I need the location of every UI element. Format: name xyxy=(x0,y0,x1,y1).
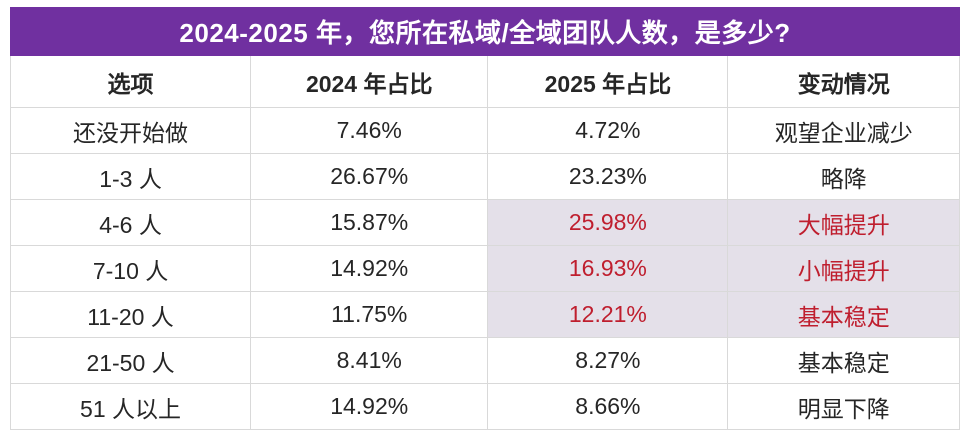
cell-2025-share: 23.23% xyxy=(487,153,729,200)
header-option: 选项 xyxy=(9,56,252,108)
cell-change: 略降 xyxy=(727,153,960,200)
cell-2025-share: 4.72% xyxy=(487,107,729,154)
cell-2025-share: 25.98% xyxy=(487,199,729,246)
header-row: 选项 2024 年占比 2025 年占比 变动情况 xyxy=(9,56,960,108)
table-row: 7-10 人 14.92% 16.93% 小幅提升 xyxy=(9,245,960,292)
cell-2025-share: 8.66% xyxy=(487,383,729,430)
cell-change: 观望企业减少 xyxy=(727,107,960,154)
table-row: 还没开始做 7.46% 4.72% 观望企业减少 xyxy=(9,107,960,154)
survey-table: 选项 2024 年占比 2025 年占比 变动情况 还没开始做 7.46% 4.… xyxy=(9,56,960,430)
cell-2024-share: 14.92% xyxy=(250,383,489,430)
cell-option: 51 人以上 xyxy=(9,383,252,430)
table-title-bar: 2024-2025 年，您所在私域/全域团队人数，是多少? xyxy=(10,7,960,56)
table-row: 1-3 人 26.67% 23.23% 略降 xyxy=(9,153,960,200)
cell-2025-share: 16.93% xyxy=(487,245,729,292)
cell-option: 21-50 人 xyxy=(9,337,252,384)
cell-change: 小幅提升 xyxy=(727,245,960,292)
table-row: 11-20 人 11.75% 12.21% 基本稳定 xyxy=(9,291,960,338)
cell-change: 大幅提升 xyxy=(727,199,960,246)
cell-2024-share: 15.87% xyxy=(250,199,489,246)
cell-2024-share: 14.92% xyxy=(250,245,489,292)
cell-option: 1-3 人 xyxy=(9,153,252,200)
cell-2024-share: 11.75% xyxy=(250,291,489,338)
cell-option: 4-6 人 xyxy=(9,199,252,246)
cell-2025-share: 12.21% xyxy=(487,291,729,338)
table-row: 51 人以上 14.92% 8.66% 明显下降 xyxy=(9,383,960,430)
header-2024-share: 2024 年占比 xyxy=(250,56,489,108)
header-2025-share: 2025 年占比 xyxy=(487,56,729,108)
cell-option: 还没开始做 xyxy=(9,107,252,154)
cell-option: 11-20 人 xyxy=(9,291,252,338)
survey-table-container: 2024-2025 年，您所在私域/全域团队人数，是多少? 选项 2024 年占… xyxy=(9,7,960,430)
cell-2025-share: 8.27% xyxy=(487,337,729,384)
table-row: 21-50 人 8.41% 8.27% 基本稳定 xyxy=(9,337,960,384)
cell-change: 明显下降 xyxy=(727,383,960,430)
header-change: 变动情况 xyxy=(727,56,960,108)
table-title: 2024-2025 年，您所在私域/全域团队人数，是多少? xyxy=(179,18,791,48)
cell-2024-share: 26.67% xyxy=(250,153,489,200)
cell-option: 7-10 人 xyxy=(9,245,252,292)
table-row: 4-6 人 15.87% 25.98% 大幅提升 xyxy=(9,199,960,246)
cell-change: 基本稳定 xyxy=(727,291,960,338)
cell-2024-share: 7.46% xyxy=(250,107,489,154)
cell-2024-share: 8.41% xyxy=(250,337,489,384)
cell-change: 基本稳定 xyxy=(727,337,960,384)
